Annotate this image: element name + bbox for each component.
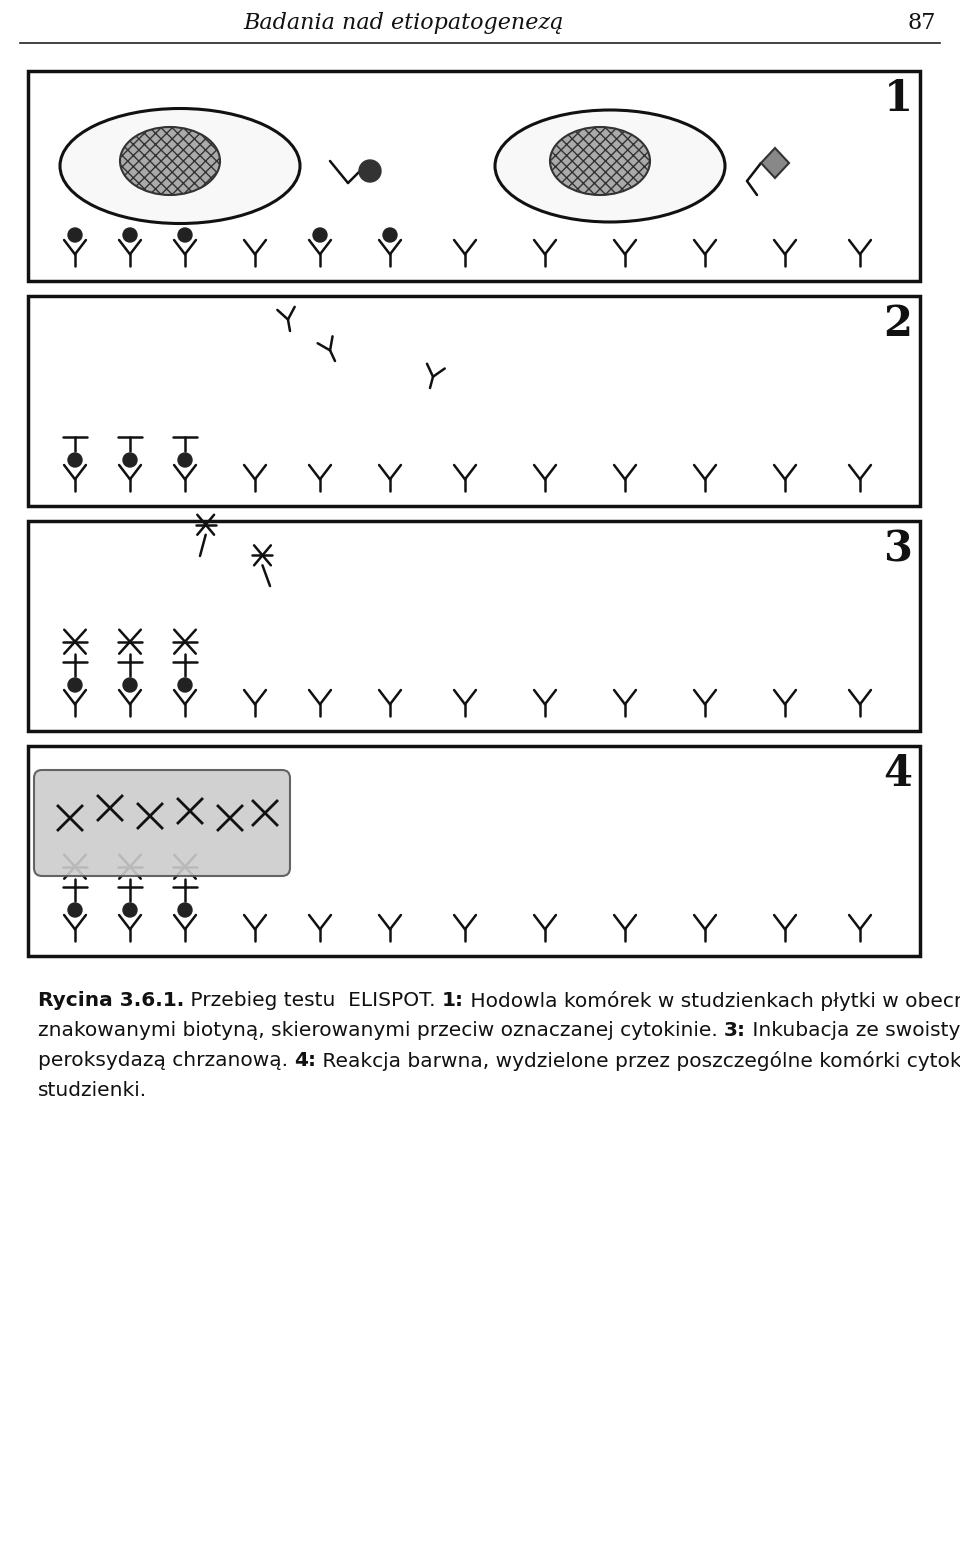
Text: Inkubacja ze swoistymi wobec biotyny przeciwciałami znakowanymi: Inkubacja ze swoistymi wobec biotyny prz… <box>746 1021 960 1041</box>
Ellipse shape <box>60 109 300 223</box>
Circle shape <box>178 678 192 692</box>
Text: 1:: 1: <box>443 991 464 1010</box>
Circle shape <box>123 228 137 242</box>
Circle shape <box>383 228 397 242</box>
Circle shape <box>68 678 82 692</box>
Text: studzienki.: studzienki. <box>38 1081 147 1100</box>
Circle shape <box>68 903 82 917</box>
Circle shape <box>178 228 192 242</box>
Circle shape <box>178 903 192 917</box>
Circle shape <box>123 903 137 917</box>
Text: 2: 2 <box>883 302 913 344</box>
Circle shape <box>123 678 137 692</box>
Polygon shape <box>761 147 789 178</box>
Text: 4: 4 <box>883 752 913 796</box>
Text: peroksydazą chrzanową.: peroksydazą chrzanową. <box>38 1052 295 1070</box>
Ellipse shape <box>550 127 650 195</box>
Circle shape <box>68 228 82 242</box>
Ellipse shape <box>120 127 220 195</box>
Text: Reakcja barwna, wydzielone przez poszczególne komórki cytokiny zostają uwidoczni: Reakcja barwna, wydzielone przez poszcze… <box>317 1052 960 1072</box>
Ellipse shape <box>495 110 725 222</box>
Circle shape <box>178 453 192 467</box>
Circle shape <box>123 453 137 467</box>
Text: Rycina 3.6.1.: Rycina 3.6.1. <box>38 991 184 1010</box>
Text: Przebieg testu  ELISPOT.: Przebieg testu ELISPOT. <box>184 991 443 1010</box>
Text: Badania nad etiopatogenezą: Badania nad etiopatogenezą <box>243 12 564 34</box>
Text: 3:: 3: <box>724 1021 746 1041</box>
FancyBboxPatch shape <box>34 769 290 876</box>
Text: Hodowla komórek w studzienkach płytki w obecności antygenu (5 dni). Wydzielane c: Hodowla komórek w studzienkach płytki w … <box>464 991 960 1011</box>
Circle shape <box>313 228 327 242</box>
Text: 1: 1 <box>883 78 913 119</box>
Text: znakowanymi biotyną, skierowanymi przeciw oznaczanej cytokinie.: znakowanymi biotyną, skierowanymi przeci… <box>38 1021 724 1041</box>
Text: 4:: 4: <box>295 1052 317 1070</box>
Text: 87: 87 <box>908 12 936 34</box>
Text: 3: 3 <box>883 527 912 571</box>
Circle shape <box>359 160 381 181</box>
Circle shape <box>68 453 82 467</box>
